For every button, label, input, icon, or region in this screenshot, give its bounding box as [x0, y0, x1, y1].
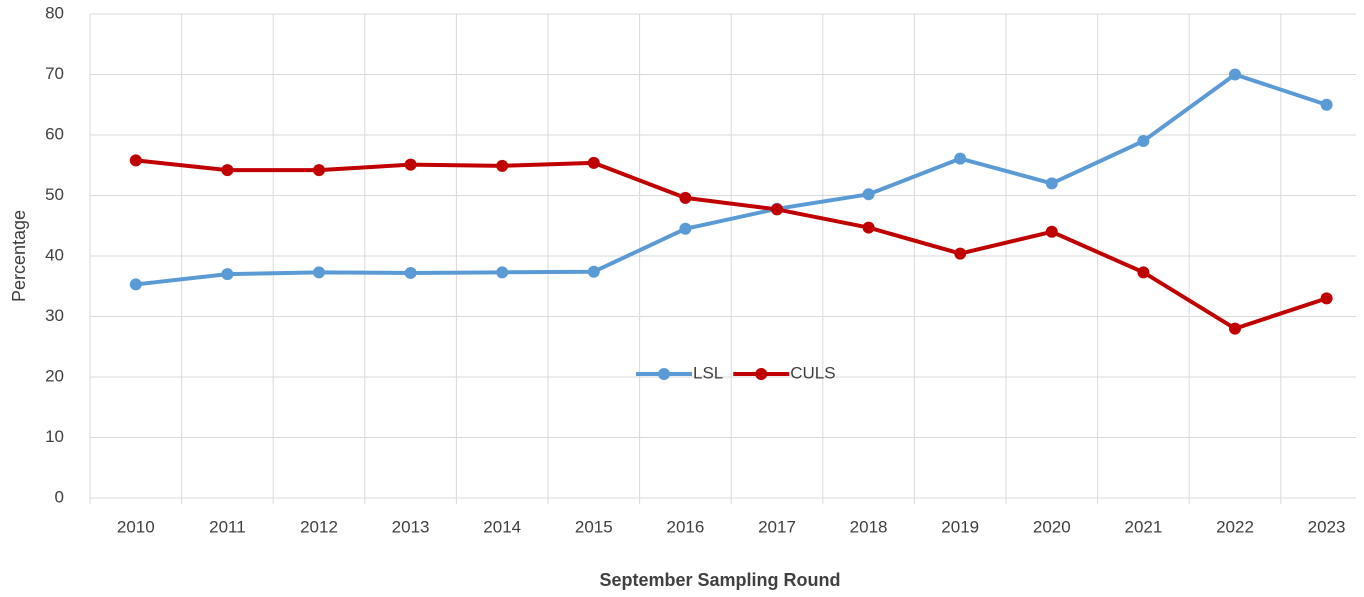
- y-tick-label: 50: [45, 185, 64, 204]
- y-tick-label: 40: [45, 245, 64, 264]
- series-line: [135, 158, 1328, 331]
- legend-marker: [755, 368, 768, 380]
- data-point: [679, 222, 692, 235]
- y-tick-label: 80: [45, 3, 64, 22]
- y-tick-label: 70: [45, 64, 64, 83]
- x-tick-label: 2016: [666, 517, 704, 536]
- x-tick-label: 2013: [392, 517, 430, 536]
- y-axis-title: Percentage: [9, 210, 29, 302]
- data-point: [129, 278, 142, 291]
- y-tick-label: 0: [55, 487, 64, 506]
- data-point: [1045, 225, 1058, 238]
- data-point: [1137, 266, 1150, 279]
- x-tick-label: 2021: [1124, 517, 1162, 536]
- legend-label: CULS: [790, 363, 835, 382]
- data-point: [1045, 177, 1058, 190]
- data-point: [404, 266, 417, 279]
- data-point: [954, 152, 967, 165]
- x-tick-label: 2022: [1216, 517, 1254, 536]
- data-point: [221, 268, 234, 281]
- y-tick-label: 60: [45, 124, 64, 143]
- legend-label: LSL: [693, 363, 723, 382]
- x-tick-label: 2018: [850, 517, 888, 536]
- data-point: [496, 159, 509, 172]
- x-tick-label: 2017: [758, 517, 796, 536]
- x-tick-label: 2012: [300, 517, 338, 536]
- y-tick-label: 30: [45, 306, 64, 325]
- data-point: [1137, 135, 1150, 148]
- data-point: [1229, 68, 1241, 81]
- x-tick-label: 2011: [209, 517, 246, 536]
- x-tick-label: 2010: [117, 517, 155, 536]
- data-point: [404, 158, 417, 171]
- x-tick-label: 2019: [941, 517, 979, 536]
- x-tick-label: 2023: [1308, 517, 1346, 536]
- series-line: [135, 72, 1328, 287]
- data-point: [313, 164, 325, 177]
- data-point: [1320, 292, 1333, 305]
- data-point: [129, 154, 142, 167]
- data-point: [496, 266, 509, 279]
- data-point: [1320, 98, 1333, 111]
- x-tick-label: 2015: [575, 517, 613, 536]
- data-point: [587, 265, 600, 278]
- data-point: [679, 191, 692, 204]
- data-point: [221, 164, 234, 177]
- y-tick-label: 20: [45, 366, 64, 385]
- y-tick-label: 10: [45, 427, 64, 446]
- data-point: [862, 221, 875, 234]
- data-point: [771, 203, 783, 216]
- x-axis-title: September Sampling Round: [599, 570, 840, 590]
- data-point: [862, 188, 875, 201]
- x-tick-label: 2014: [483, 517, 521, 536]
- data-point: [313, 266, 325, 279]
- data-point: [1229, 322, 1241, 335]
- x-tick-label: 2020: [1033, 517, 1071, 536]
- legend-marker: [658, 368, 670, 380]
- data-point: [954, 247, 967, 260]
- data-point: [587, 156, 600, 169]
